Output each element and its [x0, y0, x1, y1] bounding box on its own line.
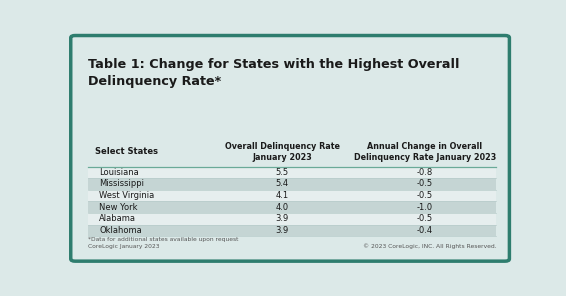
- Text: 5.5: 5.5: [276, 168, 289, 177]
- Text: New York: New York: [99, 203, 138, 212]
- Bar: [88, 201, 496, 213]
- Text: Overall Delinquency Rate
January 2023: Overall Delinquency Rate January 2023: [225, 141, 340, 162]
- Text: -0.4: -0.4: [417, 226, 433, 235]
- FancyBboxPatch shape: [71, 36, 509, 261]
- Text: -0.5: -0.5: [417, 214, 433, 223]
- Bar: [88, 167, 496, 178]
- Text: West Virginia: West Virginia: [99, 191, 155, 200]
- Text: *Data for additional states available upon request
CoreLogic January 2023: *Data for additional states available up…: [88, 237, 239, 249]
- Text: © 2023 CoreLogic, INC. All Rights Reserved.: © 2023 CoreLogic, INC. All Rights Reserv…: [363, 243, 496, 249]
- Text: -0.5: -0.5: [417, 179, 433, 189]
- Text: Oklahoma: Oklahoma: [99, 226, 142, 235]
- Text: Annual Change in Overall
Delinquency Rate January 2023: Annual Change in Overall Delinquency Rat…: [354, 141, 496, 162]
- Bar: [88, 190, 496, 201]
- Text: 3.9: 3.9: [276, 226, 289, 235]
- Bar: [88, 224, 496, 236]
- Text: -0.5: -0.5: [417, 191, 433, 200]
- Text: 4.1: 4.1: [276, 191, 289, 200]
- Bar: [88, 213, 496, 224]
- Text: Mississippi: Mississippi: [99, 179, 144, 189]
- Text: 3.9: 3.9: [276, 214, 289, 223]
- Text: -0.8: -0.8: [417, 168, 433, 177]
- Text: Table 1: Change for States with the Highest Overall
Delinquency Rate*: Table 1: Change for States with the High…: [88, 58, 460, 88]
- Text: -1.0: -1.0: [417, 203, 433, 212]
- Text: Alabama: Alabama: [99, 214, 136, 223]
- Text: Louisiana: Louisiana: [99, 168, 139, 177]
- Text: Select States: Select States: [95, 147, 158, 156]
- Text: 4.0: 4.0: [276, 203, 289, 212]
- Bar: [88, 178, 496, 190]
- Text: 5.4: 5.4: [276, 179, 289, 189]
